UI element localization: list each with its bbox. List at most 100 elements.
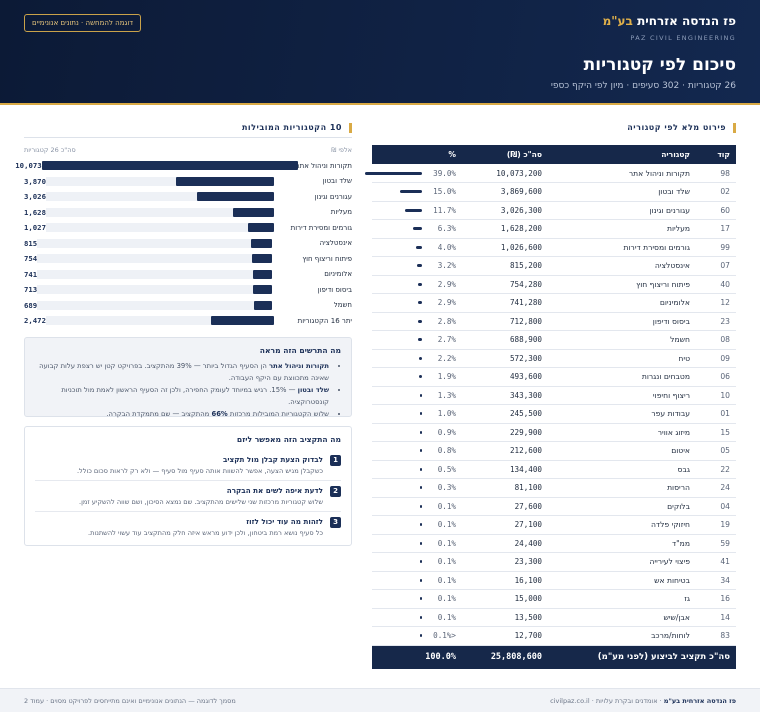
- bar-cell: [372, 275, 428, 294]
- bar-cell: [372, 515, 428, 535]
- pct: 6.3%: [428, 219, 462, 239]
- total: 24,400: [462, 534, 548, 553]
- total-value: 25,808,600: [462, 645, 548, 669]
- pct-bar: [419, 486, 422, 490]
- total: 1,026,600: [462, 238, 548, 257]
- bar-track: [37, 269, 272, 279]
- bar-cell: [372, 460, 428, 479]
- rule: [24, 137, 352, 138]
- category: ריצוף וחיפוי: [548, 386, 696, 405]
- code: 16: [696, 589, 736, 609]
- total: 229,900: [462, 423, 548, 442]
- bar-cell: [372, 423, 428, 442]
- code: 34: [696, 571, 736, 590]
- chart-row: שלד ובטון 3,870: [24, 174, 352, 190]
- value-label: 2,472: [24, 316, 46, 326]
- bar-cell: [372, 312, 428, 331]
- use-body: כל סעיף נושא רמת ביטחון, ולכן ידוע מראש …: [87, 529, 323, 537]
- pct-bar: [419, 467, 422, 471]
- pct-bar: [417, 301, 422, 305]
- category-label: תקורות וניהול אתר: [295, 161, 352, 170]
- use-body: כשקבלן מגיש הצעה, אפשר להשוות אותה סעיף …: [76, 467, 323, 475]
- insight: שלד ובטון — 15%. רגיש במיוחד לעומק החפיר…: [35, 384, 329, 408]
- category-label: שלד ובטון: [322, 177, 352, 186]
- category: ביסוס ודיפון: [548, 312, 696, 331]
- code: 40: [696, 275, 736, 294]
- table-row: 40 פיתוח וריצוף חוץ 754,280 2.9%: [372, 275, 736, 294]
- total: 3,869,600: [462, 182, 548, 202]
- chart-row: עגורנים וגינון 3,026: [24, 189, 352, 205]
- insight-text: שלד ובטון: [297, 386, 329, 394]
- bar: [252, 254, 272, 264]
- pct-bar: [419, 393, 422, 397]
- uses-title: מה התקציב הזה מאפשר ליזם: [236, 435, 341, 444]
- chart-row: אינסטלציה 815: [24, 236, 352, 252]
- pct-bar: [419, 578, 422, 582]
- total: 3,026,300: [462, 201, 548, 220]
- table-row: 09 טיח 572,300 2.2%: [372, 349, 736, 368]
- insight-text: שלוש הקטגוריות המובילות מרכזות: [227, 410, 329, 418]
- chart-row: מעליות 1,628: [24, 205, 352, 221]
- total: 212,600: [462, 441, 548, 461]
- code: 07: [696, 256, 736, 276]
- category-label: גורמים ומסירת דירות: [290, 223, 352, 232]
- total: 27,600: [462, 497, 548, 516]
- bar-cell: [372, 608, 428, 627]
- bar-cell: [372, 571, 428, 590]
- bar-cell: [372, 404, 428, 424]
- footer-tagline: · אומדנים ובקרת עלויות · civilpaz.co.il: [550, 697, 662, 705]
- total: 572,300: [462, 349, 548, 368]
- use-text: לבדוק הצעת קבלן מול תקציב כשקבלן מגיש הצע…: [77, 455, 323, 475]
- table-row: 22 גבס 134,400 0.5%: [372, 460, 736, 479]
- code: 10: [696, 386, 736, 405]
- pct: 0.1%: [428, 589, 462, 609]
- total: 754,280: [462, 275, 548, 294]
- bar-track: [45, 192, 274, 202]
- pct: 1.0%: [428, 404, 462, 424]
- uses-box: מה התקציב הזה מאפשר ליזם 1 לבדוק הצעת קבל…: [24, 426, 352, 546]
- chart-row: תקורות וניהול אתר 10,073: [15, 158, 352, 174]
- category-label: חשמל: [333, 301, 352, 310]
- bar-cell: [372, 256, 428, 276]
- category: גבס: [548, 460, 696, 479]
- code: 05: [696, 441, 736, 461]
- category-table: קוד קטגוריה סה"כ (₪)% 98 תקורות וניהול אתר 1…: [365, 145, 736, 669]
- chart-unit: אלפי ₪: [331, 146, 352, 154]
- bar-cell: [372, 552, 428, 572]
- total: 134,400: [462, 460, 548, 479]
- footer-note: מסמך לדוגמה — הנתונים אנונימיים ואינם מת…: [24, 697, 236, 705]
- code: 17: [696, 219, 736, 239]
- pct: 0.1%: [428, 571, 462, 590]
- header-row: קוד קטגוריה סה"כ (₪)%: [372, 145, 736, 164]
- table-row: 34 בטיחות אש 16,100 0.1%: [372, 571, 736, 590]
- company-name: פז הנדסה אזרחית: [637, 14, 736, 28]
- insights-list: תקורות וניהול אתר הן הסעיף הגדול ביותר —…: [35, 360, 341, 420]
- pct-bar: [400, 190, 422, 194]
- code: 08: [696, 330, 736, 350]
- pct: 2.7%: [428, 330, 462, 350]
- value-label: 815: [24, 238, 38, 248]
- bar-cell: [372, 589, 428, 609]
- table-body: 98 תקורות וניהול אתר 10,073,200 39.0% 02 שלד …: [365, 164, 736, 646]
- insight-text: הן הסעיף הגדול ביותר — 39% מהתקציב. בפרו…: [39, 362, 329, 382]
- category-label: מעליות: [330, 208, 352, 217]
- bar: [211, 316, 274, 326]
- bar: [253, 285, 272, 295]
- pct-bar: [419, 412, 422, 416]
- bar-cell: [365, 164, 428, 183]
- pct-bar: [419, 541, 422, 545]
- bar-cell: [372, 367, 428, 387]
- category: עגורנים וגינון: [548, 201, 696, 220]
- value-label: 713: [24, 285, 38, 295]
- bar-track: [45, 176, 274, 186]
- total: 815,200: [462, 256, 548, 276]
- total-row: סה"כ תקציב לביצוע (לפני מע"מ) 25,808,600…: [372, 645, 736, 669]
- insight: תקורות וניהול אתר הן הסעיף הגדול ביותר —…: [35, 360, 329, 384]
- table-row: 08 חשמל 688,900 2.7%: [372, 330, 736, 350]
- category: פיתוח וריצוף חוץ: [548, 275, 696, 294]
- table-row: 01 עבודות עפר 245,500 1.0%: [372, 404, 736, 424]
- company-suffix: בע"מ: [602, 14, 633, 28]
- chart-row: גורמים ומסירת דירות 1,027: [24, 220, 352, 236]
- company-en: PAZ CIVIL ENGINEERING: [630, 34, 736, 42]
